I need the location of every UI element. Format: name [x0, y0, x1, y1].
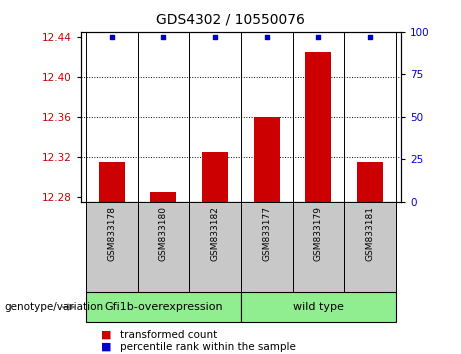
Text: GSM833181: GSM833181	[366, 206, 375, 261]
Text: ■: ■	[101, 342, 112, 352]
Bar	[150, 192, 176, 202]
FancyBboxPatch shape	[86, 202, 137, 292]
FancyBboxPatch shape	[293, 202, 344, 292]
Text: Gfi1b-overexpression: Gfi1b-overexpression	[104, 302, 223, 312]
Point	[315, 34, 322, 40]
FancyBboxPatch shape	[189, 202, 241, 292]
FancyBboxPatch shape	[241, 202, 293, 292]
FancyBboxPatch shape	[86, 292, 241, 322]
Text: GSM833179: GSM833179	[314, 206, 323, 261]
Point	[108, 34, 115, 40]
Text: ■: ■	[101, 330, 112, 339]
Bar	[306, 52, 331, 202]
Text: GSM833182: GSM833182	[211, 206, 219, 261]
Text: GSM833180: GSM833180	[159, 206, 168, 261]
Text: GSM833178: GSM833178	[107, 206, 116, 261]
Point	[366, 34, 374, 40]
Point	[211, 34, 219, 40]
Text: transformed count: transformed count	[120, 330, 217, 339]
Text: genotype/variation: genotype/variation	[5, 302, 104, 312]
FancyBboxPatch shape	[137, 202, 189, 292]
FancyBboxPatch shape	[344, 202, 396, 292]
Point	[263, 34, 271, 40]
Text: percentile rank within the sample: percentile rank within the sample	[120, 342, 296, 352]
Bar	[99, 162, 124, 202]
Point	[160, 34, 167, 40]
Text: GDS4302 / 10550076: GDS4302 / 10550076	[156, 12, 305, 27]
Bar	[202, 152, 228, 202]
Text: wild type: wild type	[293, 302, 344, 312]
FancyBboxPatch shape	[241, 292, 396, 322]
Bar	[357, 162, 383, 202]
Text: GSM833177: GSM833177	[262, 206, 271, 261]
Bar	[254, 117, 280, 202]
